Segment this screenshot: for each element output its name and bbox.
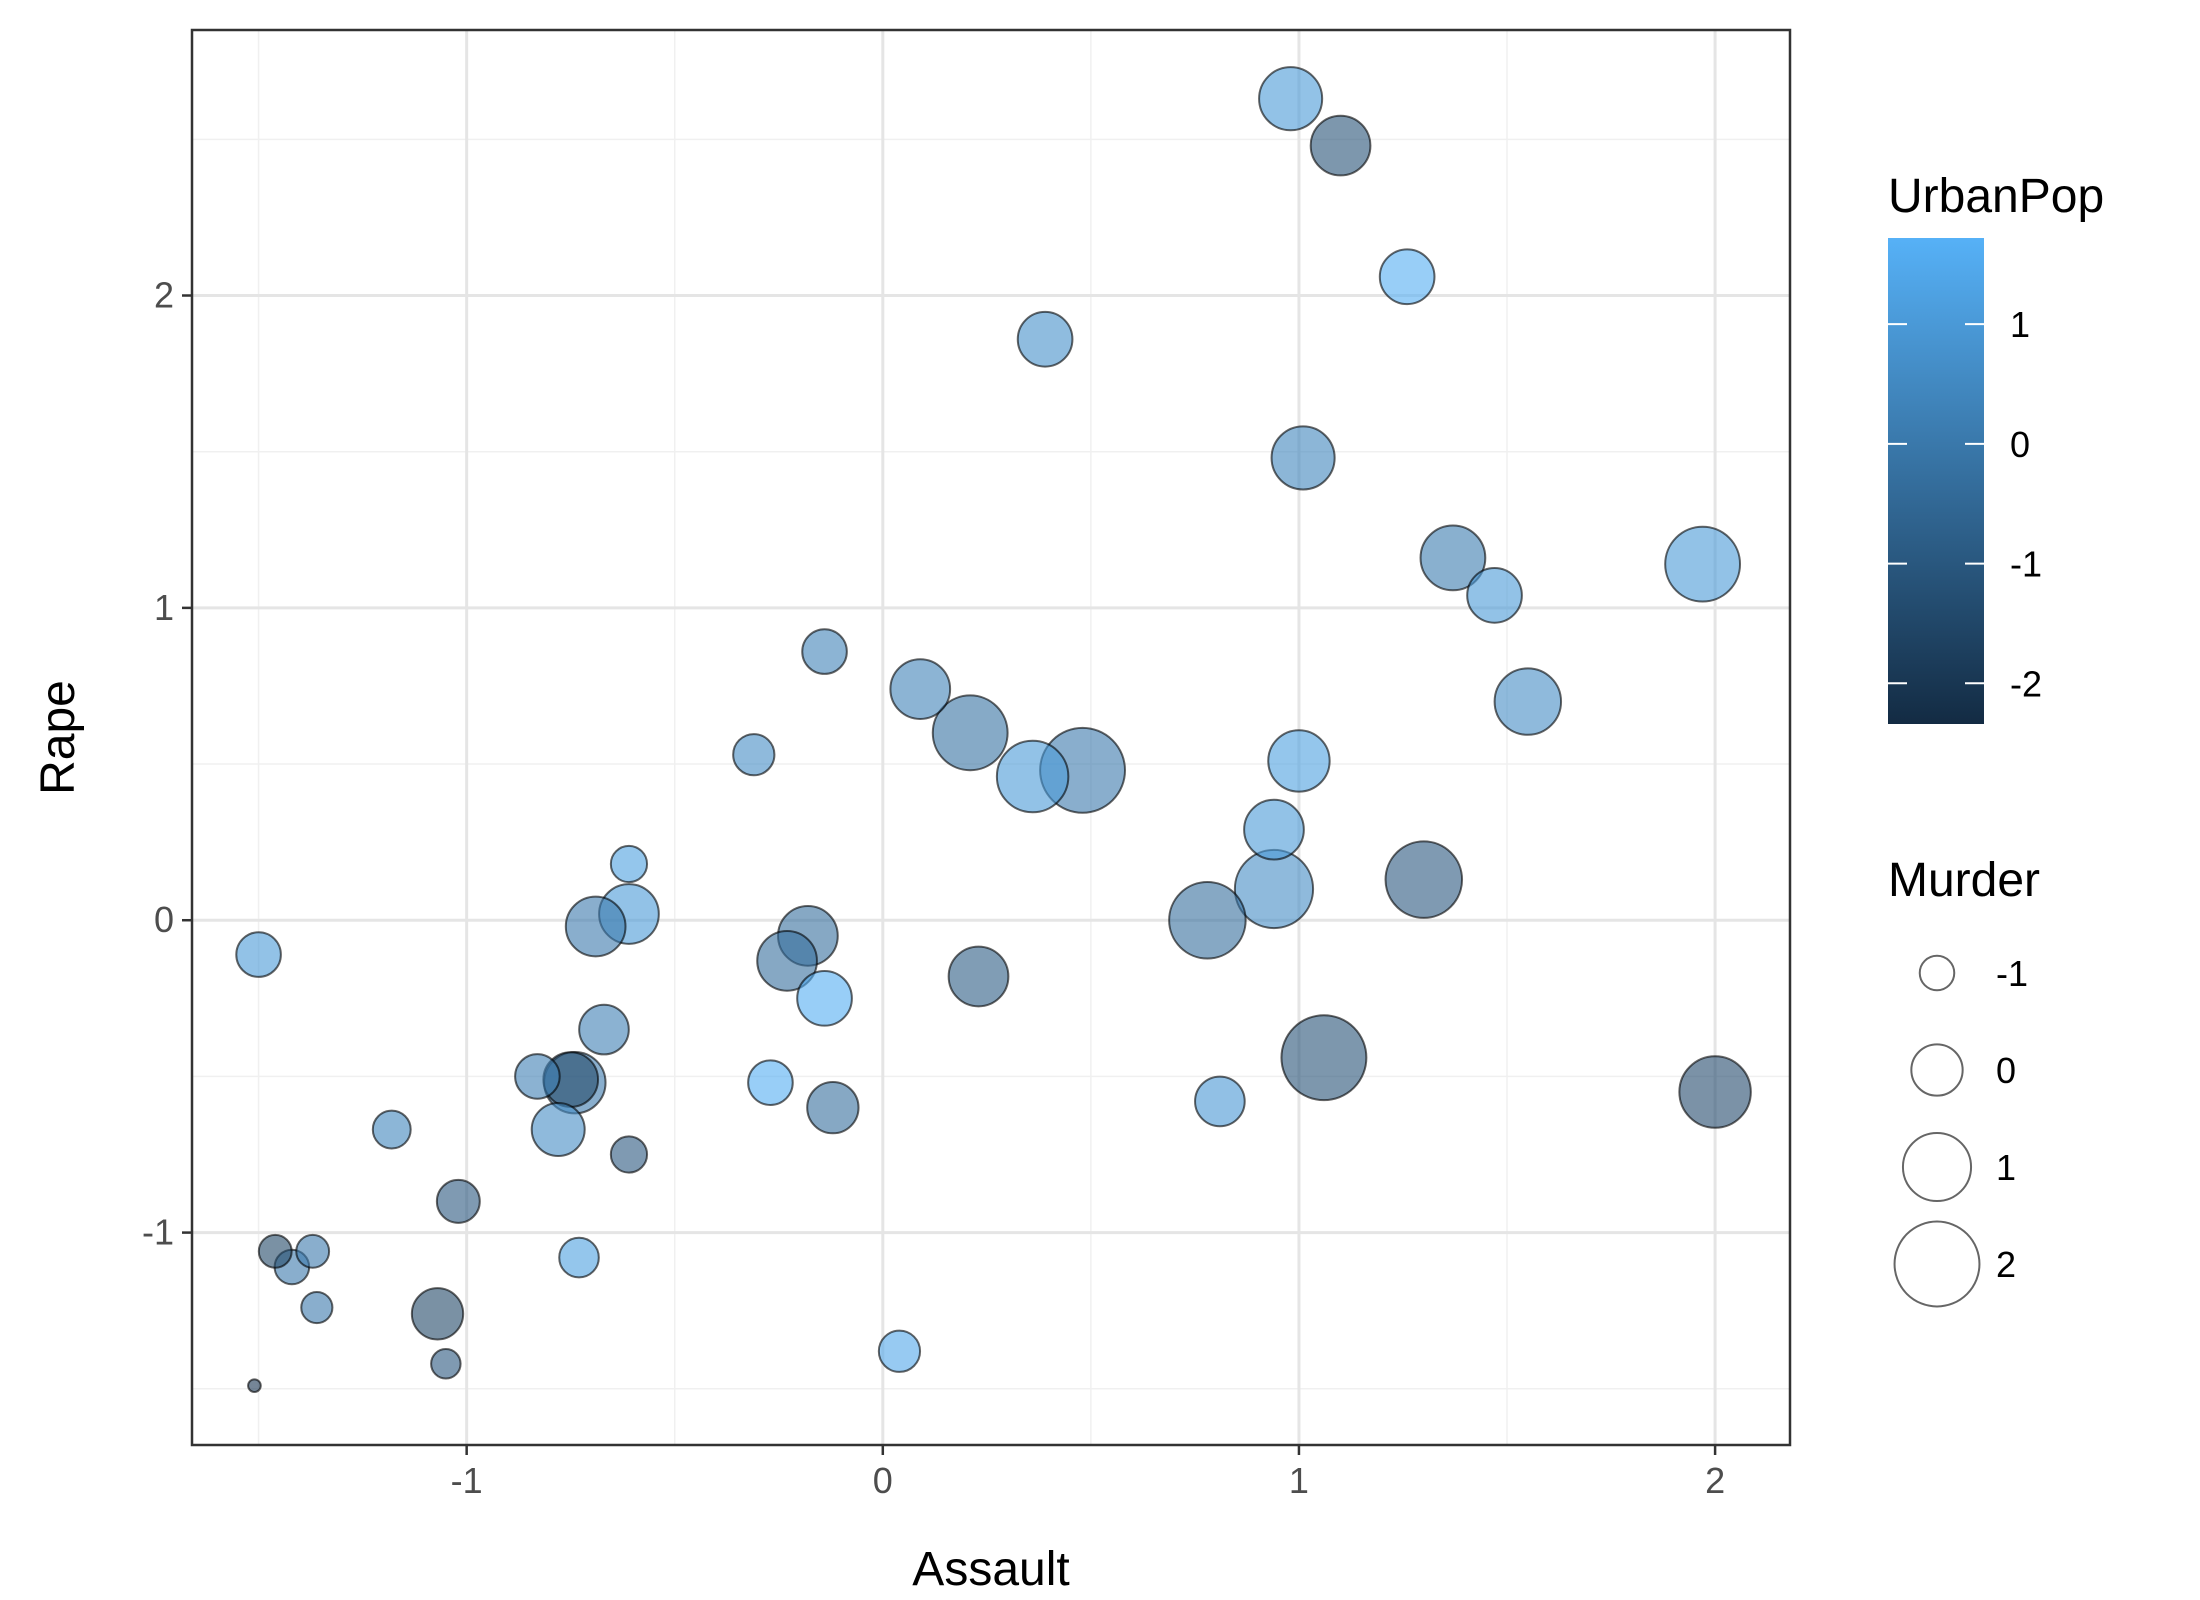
murder-legend-title: Murder xyxy=(1888,854,2040,907)
data-point xyxy=(1493,667,1563,736)
murder-legend-label: 0 xyxy=(1996,1050,2016,1091)
data-point xyxy=(1016,310,1074,368)
data-point xyxy=(564,895,627,958)
murder-legend-key xyxy=(1918,954,1956,992)
data-point xyxy=(371,1109,412,1150)
data-point xyxy=(609,844,649,884)
data-point xyxy=(747,1059,794,1106)
urbanpop-legend-title: UrbanPop xyxy=(1888,170,2104,223)
data-point xyxy=(1168,880,1247,960)
data-point xyxy=(1466,567,1523,624)
murder-legend-key xyxy=(1893,1220,1981,1308)
points xyxy=(235,66,1752,1393)
murder-legend-key xyxy=(1901,1131,1973,1203)
axes: -1 0 1 2 -1 0 1 2 xyxy=(142,275,1725,1501)
colorbar-tick-label: -2 xyxy=(2010,663,2042,704)
data-point xyxy=(1194,1075,1246,1128)
data-point xyxy=(235,931,282,978)
murder-legend: Murder -1 0 1 2 xyxy=(1888,854,2040,1308)
data-point xyxy=(1419,524,1487,592)
data-point xyxy=(877,1329,922,1373)
data-point xyxy=(947,945,1010,1008)
murder-legend-label: -1 xyxy=(1996,953,2028,994)
murder-legend-label: 1 xyxy=(1996,1147,2016,1188)
data-point xyxy=(1378,248,1436,306)
data-point xyxy=(1233,848,1315,930)
x-tick-label: 2 xyxy=(1705,1460,1725,1501)
urbanpop-legend: UrbanPop 1 0 -1 -2 xyxy=(1888,170,2104,724)
data-point xyxy=(558,1236,600,1279)
data-point xyxy=(931,694,1009,772)
murder-legend-label: 2 xyxy=(1996,1244,2016,1285)
murder-legend-items: -1 0 1 2 xyxy=(1893,953,2028,1308)
colorbar-tick-label: -1 xyxy=(2010,544,2042,585)
data-point xyxy=(300,1290,334,1325)
data-point xyxy=(410,1287,465,1341)
data-point xyxy=(889,658,952,720)
x-tick-label: 1 xyxy=(1289,1460,1309,1501)
data-point xyxy=(578,1003,630,1056)
data-point xyxy=(1384,840,1464,919)
y-tick-label: 2 xyxy=(154,275,174,316)
data-point xyxy=(1258,66,1324,132)
data-point xyxy=(530,1102,586,1158)
colorbar-tick-label: 1 xyxy=(2010,304,2030,345)
data-point xyxy=(435,1178,481,1224)
y-tick-label: -1 xyxy=(142,1212,174,1253)
data-point xyxy=(430,1348,462,1380)
urbanpop-colorbar-ticks: 1 0 -1 -2 xyxy=(1888,304,2042,704)
data-point xyxy=(514,1053,561,1100)
data-point xyxy=(756,929,818,992)
y-tick-label: 1 xyxy=(154,587,174,628)
data-point xyxy=(1280,1014,1368,1102)
data-point xyxy=(1664,525,1742,603)
y-axis-title: Rape xyxy=(32,680,85,795)
x-tick-label: 0 xyxy=(873,1460,893,1501)
data-point xyxy=(801,628,848,675)
data-point xyxy=(609,1135,649,1174)
urbanpop-colorbar xyxy=(1888,238,1984,724)
data-point xyxy=(1309,114,1372,177)
data-point xyxy=(247,1378,262,1393)
x-tick-label: -1 xyxy=(451,1460,483,1501)
data-point xyxy=(806,1080,860,1135)
data-point xyxy=(1243,798,1305,861)
data-point xyxy=(1678,1055,1752,1129)
data-point xyxy=(1267,729,1331,793)
plot-panel-border xyxy=(190,28,1792,1447)
data-point xyxy=(732,733,776,777)
data-point xyxy=(295,1233,331,1269)
murder-legend-key xyxy=(1910,1043,1964,1097)
data-point xyxy=(257,1233,293,1269)
colorbar-tick-label: 0 xyxy=(2010,424,2030,465)
data-point xyxy=(796,969,853,1027)
data-point xyxy=(995,739,1070,814)
x-axis-title: Assault xyxy=(912,1543,1069,1596)
data-point xyxy=(1270,425,1336,491)
y-tick-label: 0 xyxy=(154,899,174,940)
